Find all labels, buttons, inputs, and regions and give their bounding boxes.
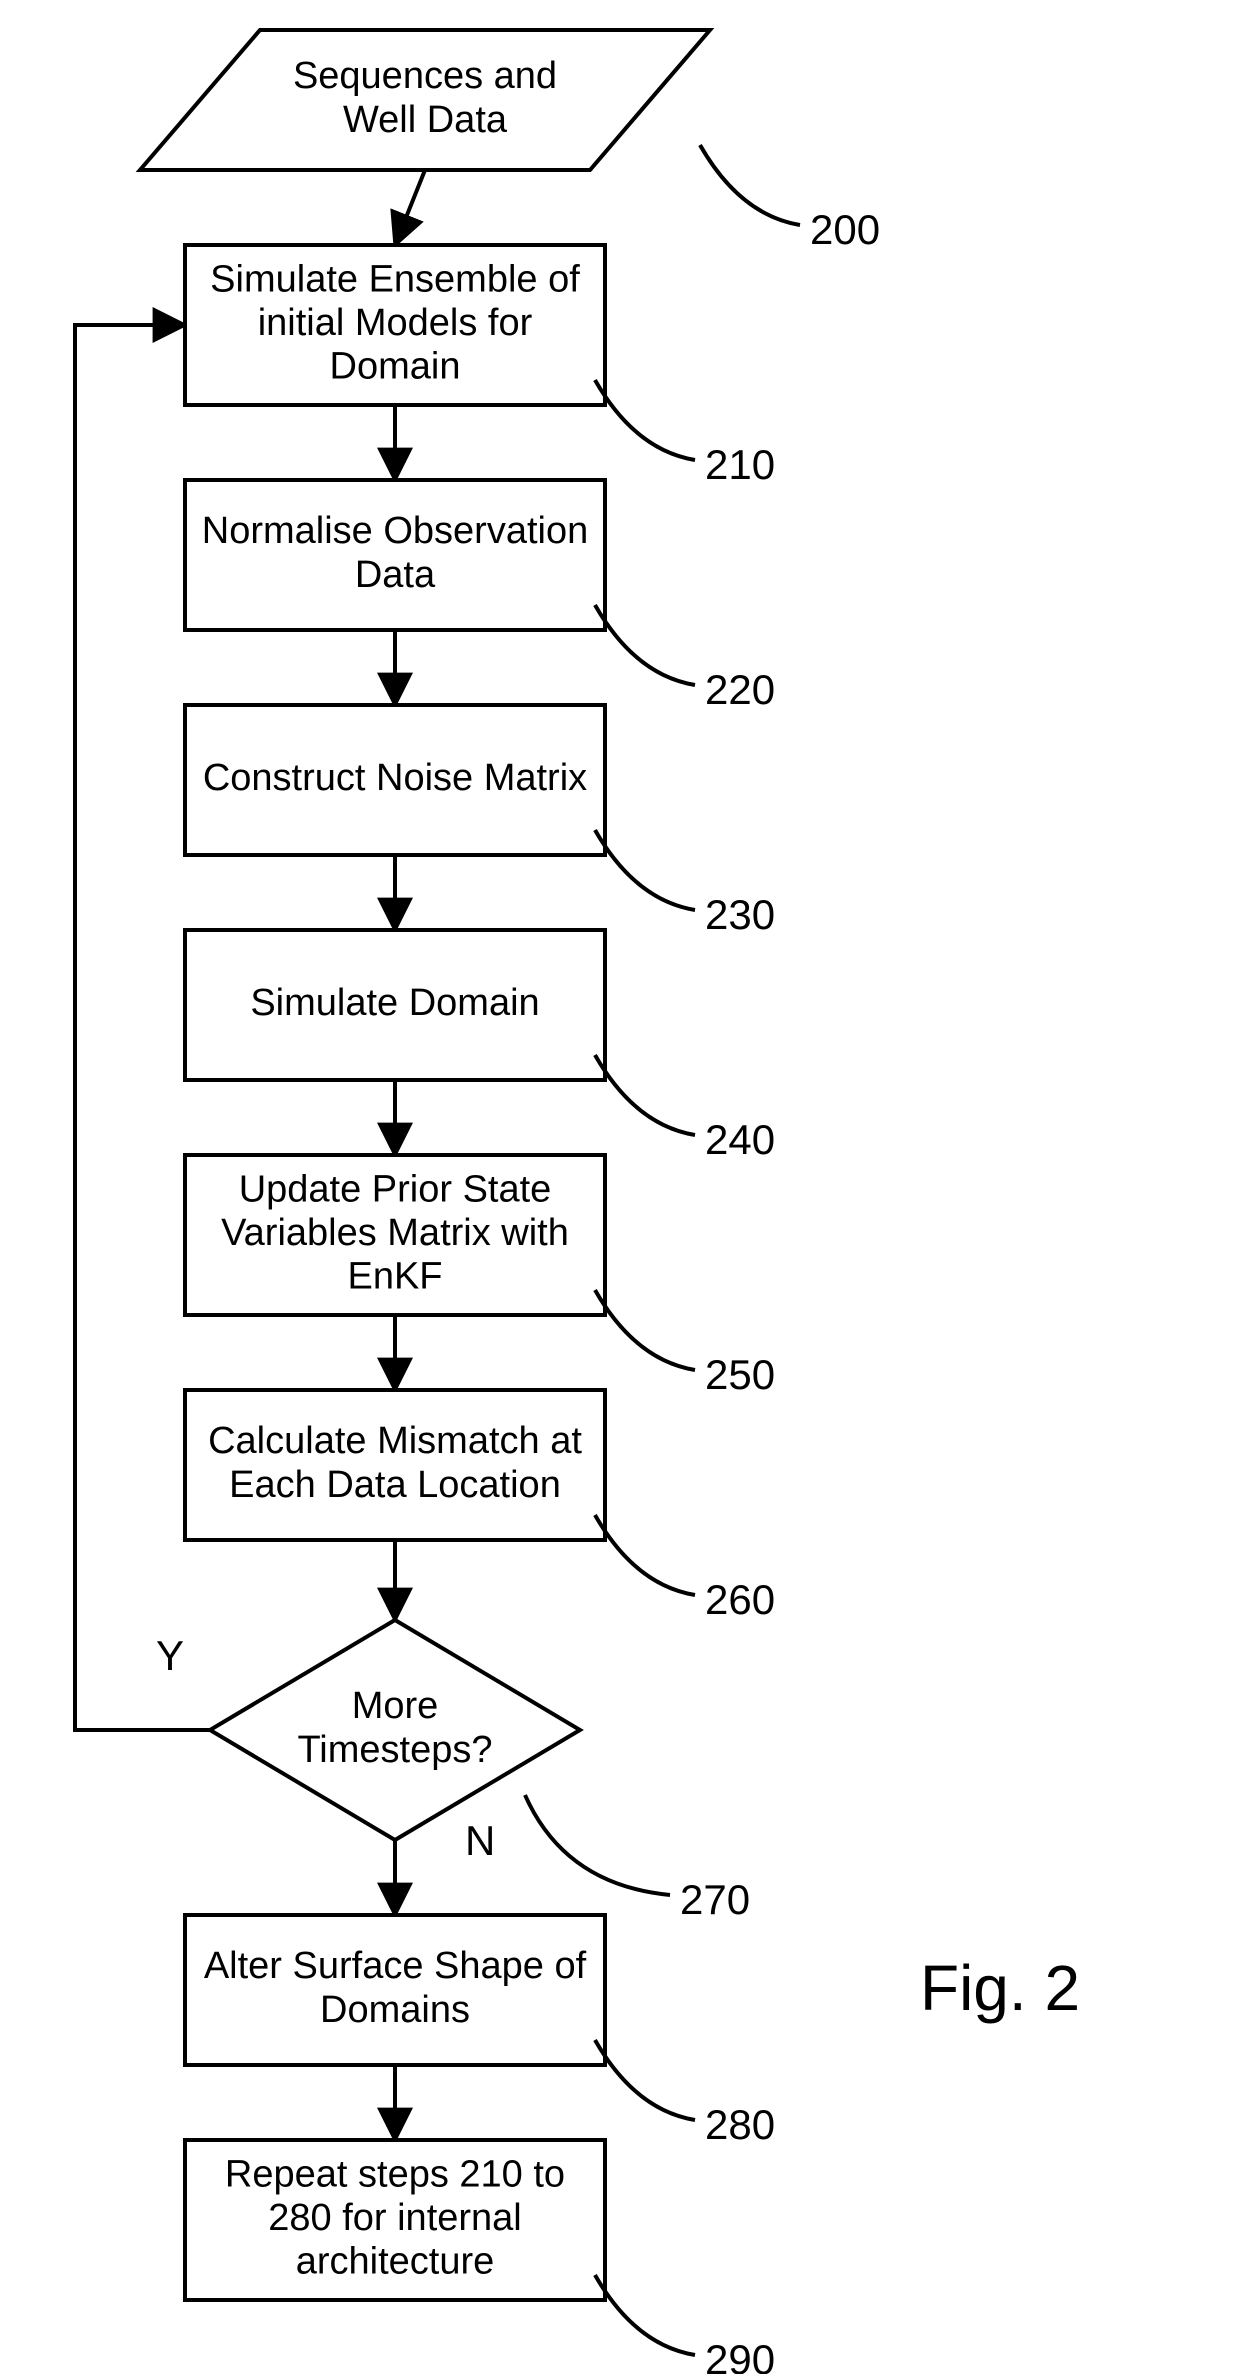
leader-280 — [595, 2040, 695, 2120]
node-text: architecture — [296, 2241, 495, 2283]
ref-number: 220 — [705, 666, 775, 713]
ref-number: 240 — [705, 1116, 775, 1163]
node-290: Repeat steps 210 to280 for internalarchi… — [185, 2140, 605, 2300]
ref-number: 280 — [705, 2101, 775, 2148]
node-280: Alter Surface Shape ofDomains — [185, 1915, 605, 2065]
ref-number: 270 — [680, 1876, 750, 1923]
ref-number: 260 — [705, 1576, 775, 1623]
node-230: Construct Noise Matrix — [185, 705, 605, 855]
ref-number: 250 — [705, 1351, 775, 1398]
node-text: Normalise Observation — [202, 510, 588, 552]
leader-220 — [595, 605, 695, 685]
leader-240 — [595, 1055, 695, 1135]
node-text: More — [352, 1685, 439, 1727]
node-text: EnKF — [347, 1256, 442, 1298]
ref-number: 230 — [705, 891, 775, 938]
node-220: Normalise ObservationData — [185, 480, 605, 630]
node-text: Alter Surface Shape of — [204, 1945, 587, 1987]
edge-n200-n210 — [395, 170, 425, 245]
leader-250 — [595, 1290, 695, 1370]
ref-number: 200 — [810, 206, 880, 253]
node-text: Update Prior State — [239, 1168, 552, 1210]
node-text: Construct Noise Matrix — [203, 757, 587, 799]
figure-label: Fig. 2 — [920, 1952, 1080, 2024]
node-text: Variables Matrix with — [221, 1212, 569, 1254]
node-text: Each Data Location — [229, 1464, 561, 1506]
node-text: Timesteps? — [298, 1729, 493, 1771]
node-text: initial Models for — [258, 302, 533, 344]
node-200: Sequences andWell Data — [140, 30, 710, 170]
leader-200 — [700, 145, 800, 225]
node-text: Simulate Ensemble of — [210, 258, 580, 300]
node-text: Domains — [320, 1989, 470, 2031]
node-text: Calculate Mismatch at — [208, 1420, 582, 1462]
node-240: Simulate Domain — [185, 930, 605, 1080]
node-270: MoreTimesteps? — [210, 1620, 580, 1840]
node-text: Sequences and — [293, 55, 557, 97]
leader-210 — [595, 380, 695, 460]
ref-number: 210 — [705, 441, 775, 488]
node-text: Well Data — [343, 99, 508, 141]
node-text: Repeat steps 210 to — [225, 2153, 565, 2195]
node-text: Simulate Domain — [250, 982, 539, 1024]
leader-230 — [595, 830, 695, 910]
node-text: Domain — [330, 346, 461, 388]
node-210: Simulate Ensemble ofinitial Models forDo… — [185, 245, 605, 405]
node-text: Data — [355, 554, 436, 596]
leader-290 — [595, 2275, 695, 2355]
leader-260 — [595, 1515, 695, 1595]
decision-yes-label: Y — [156, 1632, 184, 1679]
ref-number: 290 — [705, 2336, 775, 2374]
flowchart-canvas: Sequences andWell Data 200 Simulate Ensemb… — [0, 0, 1240, 2374]
leader-270 — [525, 1795, 670, 1895]
decision-no-label: N — [465, 1817, 495, 1864]
node-260: Calculate Mismatch atEach Data Location — [185, 1390, 605, 1540]
node-text: 280 for internal — [268, 2197, 522, 2239]
node-250: Update Prior StateVariables Matrix withE… — [185, 1155, 605, 1315]
